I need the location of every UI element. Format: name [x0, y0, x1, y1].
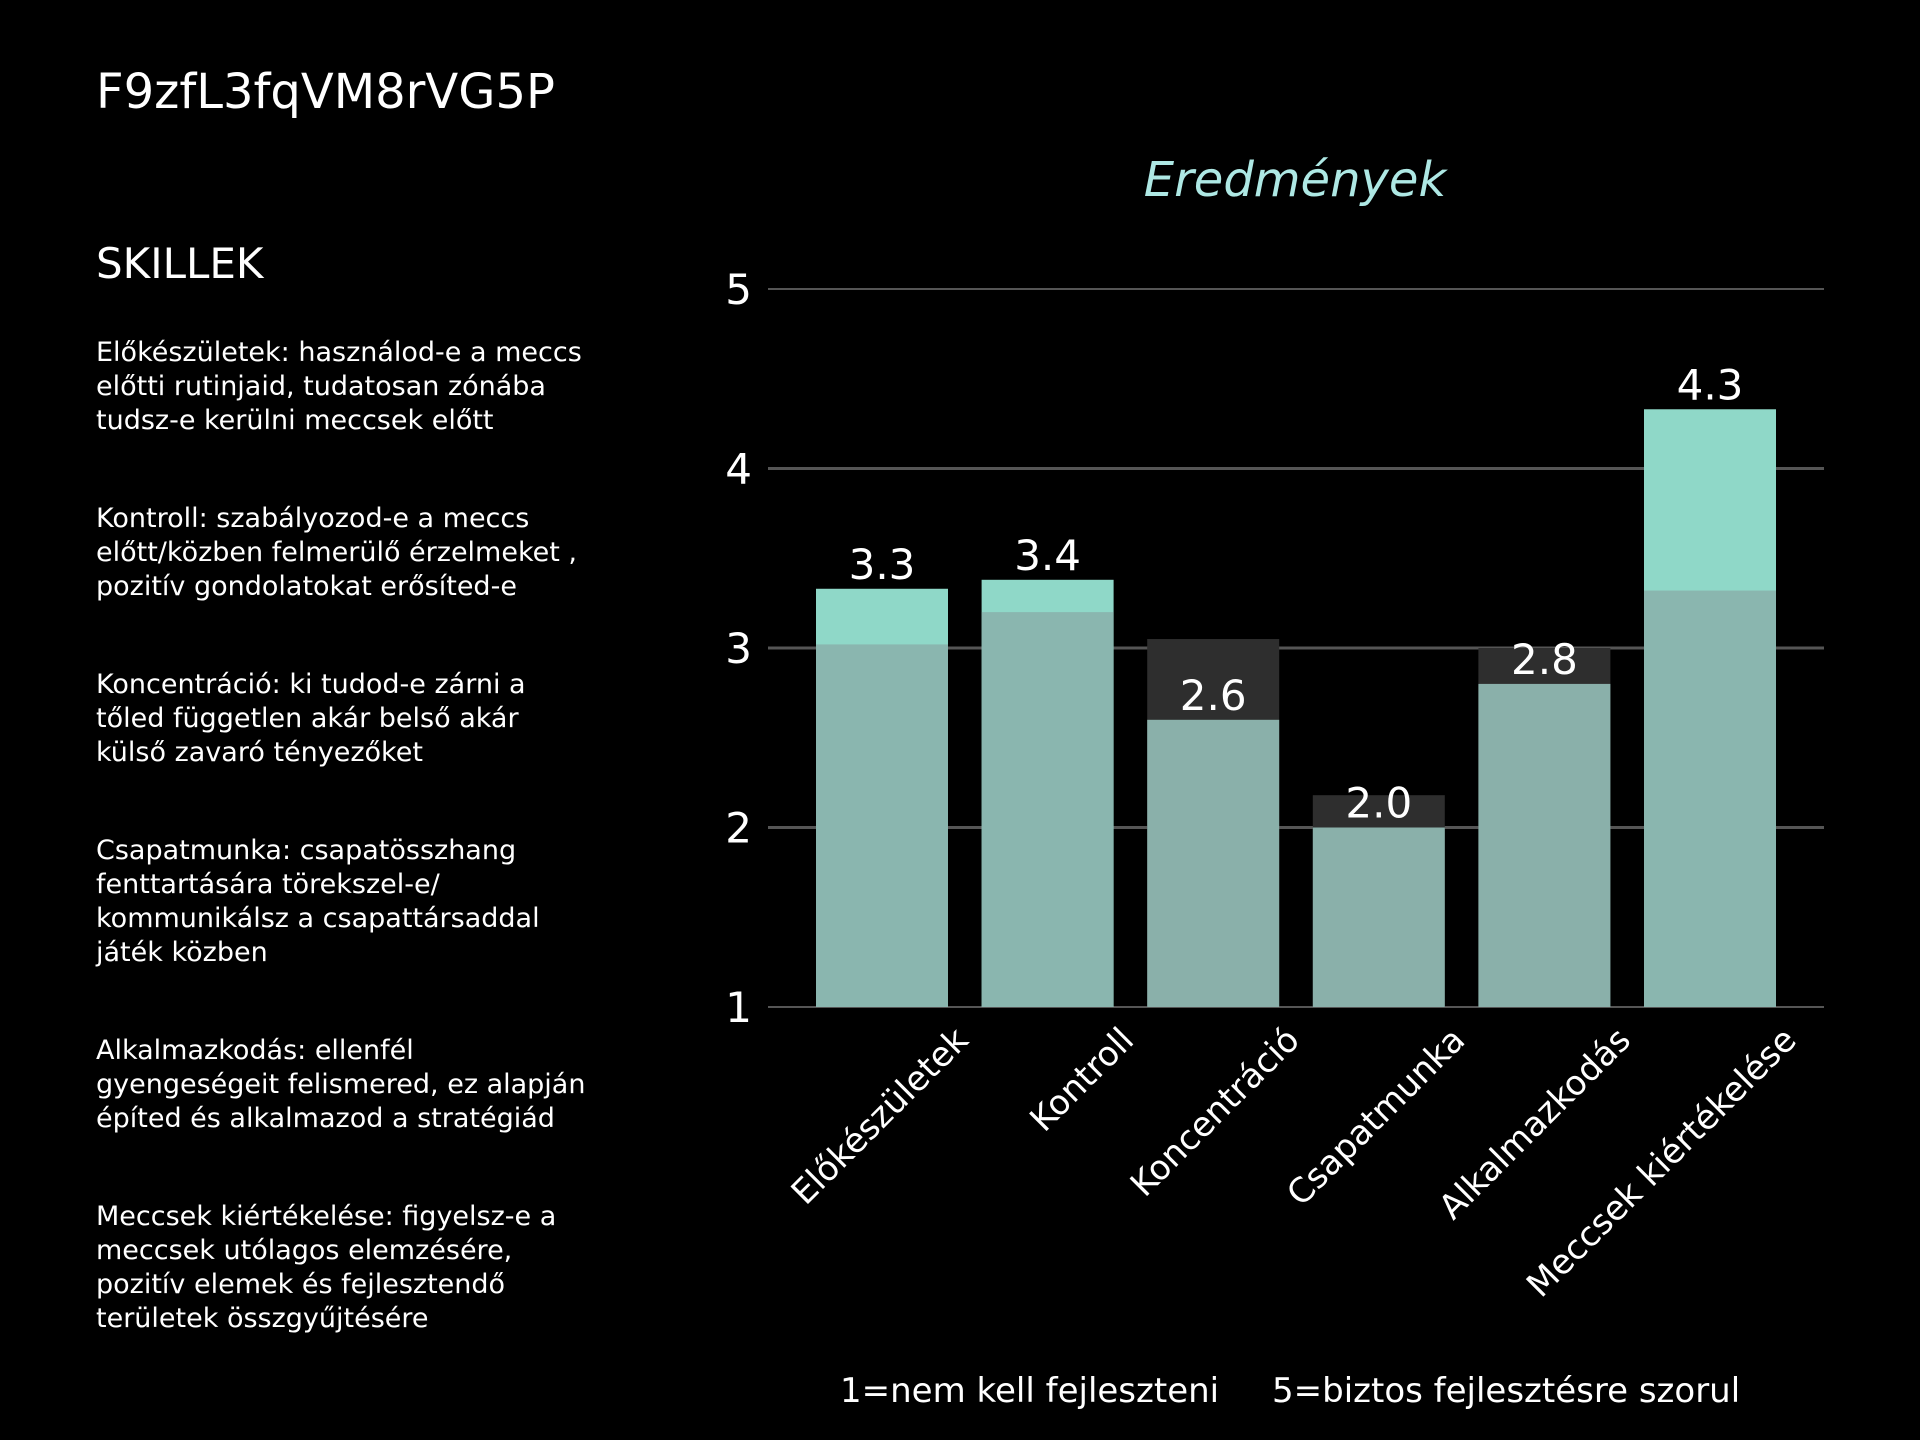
y-tick-label: 5 — [725, 265, 752, 314]
skill-description-elokeszuletek: Előkészületek: használod-e a meccs előtt… — [96, 337, 582, 436]
y-axis-ticks: 1 2 3 4 5 — [725, 265, 752, 1032]
x-tick-label: Meccsek kiértékelése — [1519, 1020, 1804, 1305]
scale-note-high: 5=biztos fejlesztésre szorul — [1272, 1371, 1741, 1411]
y-tick-label: 4 — [725, 445, 752, 494]
bar-value-label: 2.6 — [1180, 671, 1247, 720]
x-tick-label: Koncentráció — [1123, 1020, 1308, 1205]
skill-description-alkalmazkodas: Alkalmazkodás: ellenfél gyengeségeit fel… — [96, 1035, 586, 1134]
y-tick-label: 1 — [725, 983, 752, 1032]
bar-previous — [1644, 590, 1776, 1007]
bar-current — [1147, 719, 1280, 1007]
x-tick-label: Kontroll — [1022, 1020, 1142, 1140]
bar-value-label: 2.8 — [1511, 635, 1578, 684]
bar-current — [1312, 827, 1445, 1007]
chart-title: Eredmények — [1144, 152, 1449, 208]
skill-description-kontroll: Kontroll: szabályozod-e a meccs előtt/kö… — [96, 503, 578, 602]
value-labels: 3.3 3.4 2.6 2.0 2.8 4.3 — [849, 360, 1744, 827]
x-tick-label: Előkészületek — [784, 1020, 977, 1213]
bar-previous — [981, 612, 1114, 1007]
x-axis-ticks: Előkészületek KontrollKoncentrációCsapatm… — [784, 1020, 1805, 1305]
bar-value-label: 2.0 — [1345, 779, 1412, 828]
page-id: F9zfL3fqVM8rVG5P — [96, 64, 555, 120]
scale-note-low: 1=nem kell fejleszteni — [840, 1371, 1220, 1411]
x-tick-label: Csapatmunka — [1279, 1020, 1473, 1214]
bar-value-label: 3.4 — [1014, 531, 1081, 580]
skill-description-csapatmunka: Csapatmunka: csapatösszhang fenttartásár… — [96, 835, 540, 968]
y-tick-label: 2 — [725, 804, 752, 853]
bar-current — [1478, 683, 1611, 1007]
bar-value-label: 4.3 — [1677, 360, 1744, 409]
skill-description-meccsek-kiertekelese: Meccsek kiértékelése: figyelsz-e a meccs… — [96, 1201, 557, 1334]
bar-value-label: 3.3 — [849, 540, 916, 589]
y-tick-label: 3 — [725, 624, 752, 673]
bars — [816, 409, 1776, 1007]
bar-previous — [816, 644, 948, 1007]
skills-heading: SKILLEK — [96, 239, 264, 288]
skill-description-koncentracio: Koncentráció: ki tudod-e zárni a tőled f… — [96, 669, 526, 768]
skills-list: Előkészületek: használod-e a meccs előtt… — [96, 336, 656, 1400]
